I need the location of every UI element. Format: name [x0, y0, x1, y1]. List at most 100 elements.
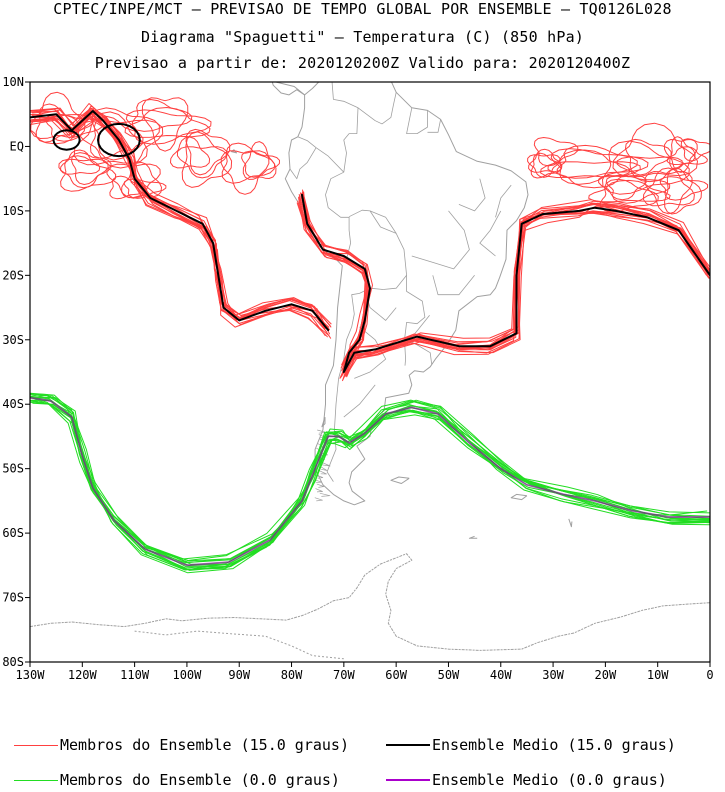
member-15-loop — [141, 97, 189, 152]
border-line — [289, 147, 317, 180]
map-outline — [30, 67, 710, 660]
y-tick-label: EQ — [10, 139, 24, 153]
member-15-line — [302, 194, 710, 373]
plot-frame — [29, 81, 711, 663]
member-15-loop — [71, 152, 112, 185]
fjord-mark — [315, 474, 324, 479]
central-america-coast — [274, 82, 305, 96]
member-15-loop — [30, 91, 86, 139]
y-tick-label: 70S — [2, 591, 24, 605]
member-15-loop — [241, 150, 280, 178]
member-15-loop — [605, 174, 671, 204]
mean-15-loop — [52, 129, 81, 151]
legend-item-members-15: Membros do Ensemble (15.0 graus) — [14, 735, 349, 755]
member-15-loop — [556, 144, 649, 179]
border-line — [495, 184, 512, 218]
member-15-loop — [588, 179, 671, 203]
x-tick-label: 130W — [16, 668, 46, 682]
mean-0-line-shadow — [30, 397, 710, 566]
members-15-group — [30, 91, 710, 382]
chart-title-line-1: CPTEC/INPE/MCT – PREVISAO DE TEMPO GLOBA… — [53, 0, 672, 18]
x-tick-label: 20W — [595, 668, 617, 682]
border-line — [326, 287, 384, 482]
island-outline — [349, 67, 354, 69]
legend-swatch-mean-0 — [386, 779, 430, 781]
border-line — [369, 210, 397, 234]
legend-label-mean-15: Ensemble Medio (15.0 graus) — [432, 736, 676, 754]
legend-label-members-0: Membros do Ensemble (0.0 graus) — [60, 771, 340, 789]
member-15-line — [31, 103, 327, 328]
member-15-loop — [35, 103, 80, 143]
chart-title-line-3: Previsao a partir de: 2020120200Z Valido… — [94, 54, 631, 72]
island-outline — [388, 77, 392, 81]
member-15-loop — [78, 119, 164, 169]
x-tick-label: 80W — [281, 668, 303, 682]
member-15-loop — [664, 167, 702, 215]
member-15-loop — [612, 122, 698, 178]
member-15-loop — [530, 152, 562, 179]
member-15-loop — [30, 114, 94, 145]
member-15-loop — [625, 138, 672, 176]
member-15-loop — [170, 136, 211, 169]
x-tick-label: 90W — [228, 668, 250, 682]
island-outline — [468, 535, 478, 539]
means-group — [30, 110, 710, 567]
member-15-loop — [598, 175, 647, 201]
member-15-loop — [221, 142, 276, 184]
member-0-line — [30, 395, 710, 574]
y-tick-label: 60S — [2, 526, 24, 540]
y-tick-label: 50S — [2, 462, 24, 476]
y-tick-label: 80S — [2, 655, 24, 669]
fjord-mark — [314, 497, 323, 502]
member-15-loop — [185, 128, 231, 176]
x-tick-label: 30W — [542, 668, 564, 682]
border-line — [354, 326, 387, 379]
island-outline — [510, 493, 528, 501]
x-tick-label: 40W — [490, 668, 512, 682]
legend-swatch-mean-15 — [386, 744, 430, 746]
border-line — [325, 171, 351, 260]
members-0-group — [30, 392, 710, 574]
island-outline — [390, 476, 410, 484]
chart-title-line-2: Diagrama "Spaguetti" – Temperatura (C) (… — [140, 28, 585, 46]
x-tick-label: 50W — [438, 668, 460, 682]
central-america-coast-east — [271, 82, 305, 96]
legend-swatch-members-0 — [14, 779, 58, 781]
member-15-loop — [176, 146, 228, 179]
plot-area — [30, 67, 710, 660]
fjord-mark — [319, 492, 331, 497]
member-15-line — [302, 189, 710, 369]
border-line — [479, 210, 502, 257]
antarctica-ice-shelf — [134, 630, 344, 660]
y-tick-label: 20S — [2, 268, 24, 282]
member-15-loop — [60, 155, 117, 192]
x-tick-label: 10W — [647, 668, 669, 682]
x-tick-label: 70W — [333, 668, 355, 682]
fjord-mark — [315, 488, 323, 493]
legend-label-members-15: Membros do Ensemble (15.0 graus) — [60, 736, 349, 754]
member-15-loop — [131, 99, 193, 132]
x-tick-label: 120W — [68, 668, 98, 682]
member-15-loop — [91, 107, 160, 161]
border-line — [343, 384, 376, 418]
member-15-loop — [664, 139, 698, 173]
member-15-line — [30, 113, 328, 333]
member-15-loop — [533, 137, 579, 167]
member-15-loop — [181, 131, 233, 188]
x-tick-label: 0 — [706, 668, 713, 682]
x-tick-label: 110W — [120, 668, 150, 682]
border-line — [411, 210, 470, 270]
y-tick-label: 10N — [2, 75, 24, 89]
legend-item-members-0: Membros do Ensemble (0.0 graus) — [14, 770, 340, 790]
border-line — [404, 275, 426, 366]
border-line — [458, 178, 486, 212]
member-15-line — [301, 191, 710, 372]
island-outline — [568, 518, 573, 528]
fjord-mark — [316, 483, 325, 488]
member-15-loop — [60, 149, 101, 175]
member-15-loop — [220, 150, 270, 195]
border-line — [331, 82, 359, 173]
border-line — [348, 209, 407, 290]
member-0-line — [30, 393, 710, 570]
